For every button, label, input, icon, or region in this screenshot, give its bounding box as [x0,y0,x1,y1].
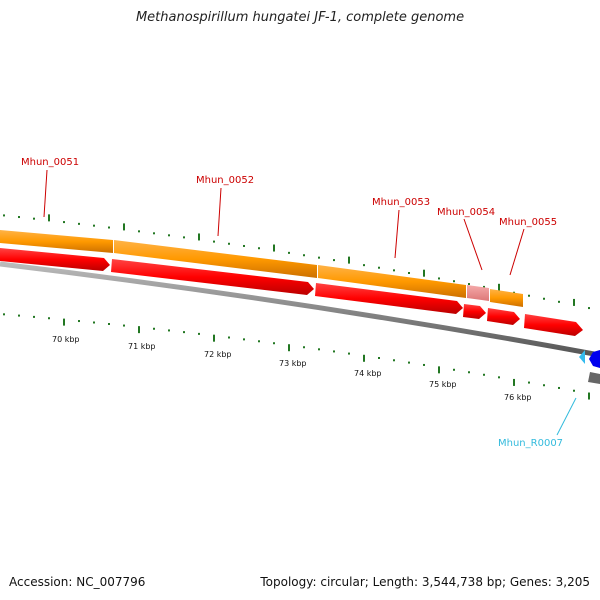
kbp-label: 70 kbp [52,335,80,344]
kbp-label: 72 kbp [204,350,232,359]
gene-labels: Mhun_0051 Mhun_0052 Mhun_0053 Mhun_0054 … [21,157,577,449]
kbp-label: 73 kbp [279,359,307,368]
gene-band-segment-3 [318,265,466,298]
inner-tick-row [3,313,590,400]
cds-arrow-mhun-0055 [487,308,520,325]
leader-line [509,228,525,276]
leader-line [556,397,577,436]
kbp-label: 76 kbp [504,393,532,402]
genome-summary-text: Topology: circular; Length: 3,544,738 bp… [260,575,590,589]
rna-feature [579,350,600,368]
genome-backbone [0,261,600,358]
leader-line [394,209,400,259]
map-title: Methanospirillum hungatei JF-1, complete… [135,10,465,25]
gene-label-mhun-0055[interactable]: Mhun_0055 [499,217,557,228]
kbp-label: 75 kbp [429,380,457,389]
genome-backbone-inner [588,372,600,384]
gene-band [0,230,523,307]
cds-arrow-mhun-0054 [463,304,486,319]
leader-line [43,169,48,218]
gene-band-segment-highlight [467,285,489,301]
accession-text: Accession: NC_007796 [9,575,146,589]
gene-label-mhun-0053[interactable]: Mhun_0053 [372,197,430,208]
cds-arrow-mhun-0053 [315,283,463,314]
gene-label-mhun-0054[interactable]: Mhun_0054 [437,207,495,218]
kbp-label: 74 kbp [354,369,382,378]
leader-line [463,218,483,271]
rna-marker-dark [589,350,600,368]
cds-arrow-mhun-0052 [111,259,314,295]
gene-label-mhun-0052[interactable]: Mhun_0052 [196,175,254,186]
outer-tick-row [3,214,590,310]
rna-marker-light [579,350,585,364]
leader-line [217,187,222,237]
scale-labels: 70 kbp 71 kbp 72 kbp 73 kbp 74 kbp 75 kb… [52,335,532,402]
gene-band-segment-1 [0,230,113,253]
gene-label-mhun-0051[interactable]: Mhun_0051 [21,157,79,168]
cds-arrow-next [524,314,583,336]
gene-band-segment-2 [114,240,317,278]
kbp-label: 71 kbp [128,342,156,351]
cds-track [0,248,583,336]
gene-label-mhun-r0007[interactable]: Mhun_R0007 [498,438,563,449]
gene-band-segment-4 [490,289,523,307]
cds-arrow-mhun-0051 [0,248,110,271]
